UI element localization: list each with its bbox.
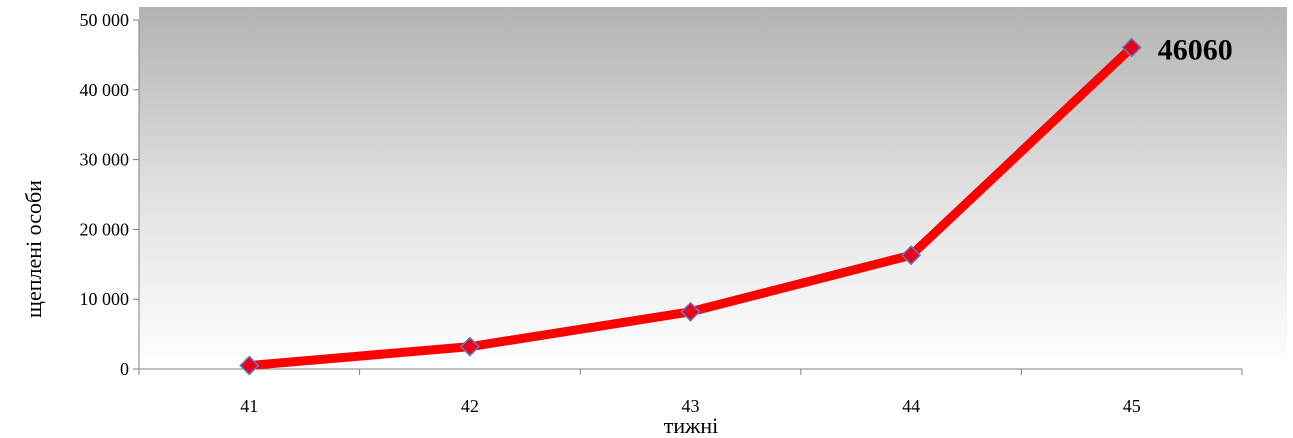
y-tick-label: 30 000 <box>80 150 130 170</box>
y-tick-label: 40 000 <box>80 80 130 100</box>
data-point <box>459 336 480 357</box>
x-tick-label: 45 <box>1123 396 1141 416</box>
data-point <box>239 355 260 376</box>
data-point <box>680 301 701 322</box>
tick-labels: 0 10 000 20 000 30 000 40 000 50 000 41 42 43 44 4… <box>80 10 1233 416</box>
x-tick-label: 41 <box>240 396 258 416</box>
y-axis-title: щеплені особи <box>21 180 46 318</box>
y-tick-label: 0 <box>120 359 129 379</box>
x-tick-label: 43 <box>682 396 700 416</box>
y-tick-label: 20 000 <box>80 219 130 239</box>
y-tick-label: 50 000 <box>80 10 130 30</box>
data-point <box>901 245 922 266</box>
x-tick-label: 44 <box>902 396 920 416</box>
x-tick-label: 42 <box>461 396 479 416</box>
x-axis-title: тижні <box>664 413 718 438</box>
axes <box>133 19 1243 375</box>
data-point <box>1121 37 1142 58</box>
y-tick-label: 10 000 <box>80 289 130 309</box>
data-label: 46060 <box>1158 34 1233 67</box>
series-markers <box>239 37 1142 376</box>
